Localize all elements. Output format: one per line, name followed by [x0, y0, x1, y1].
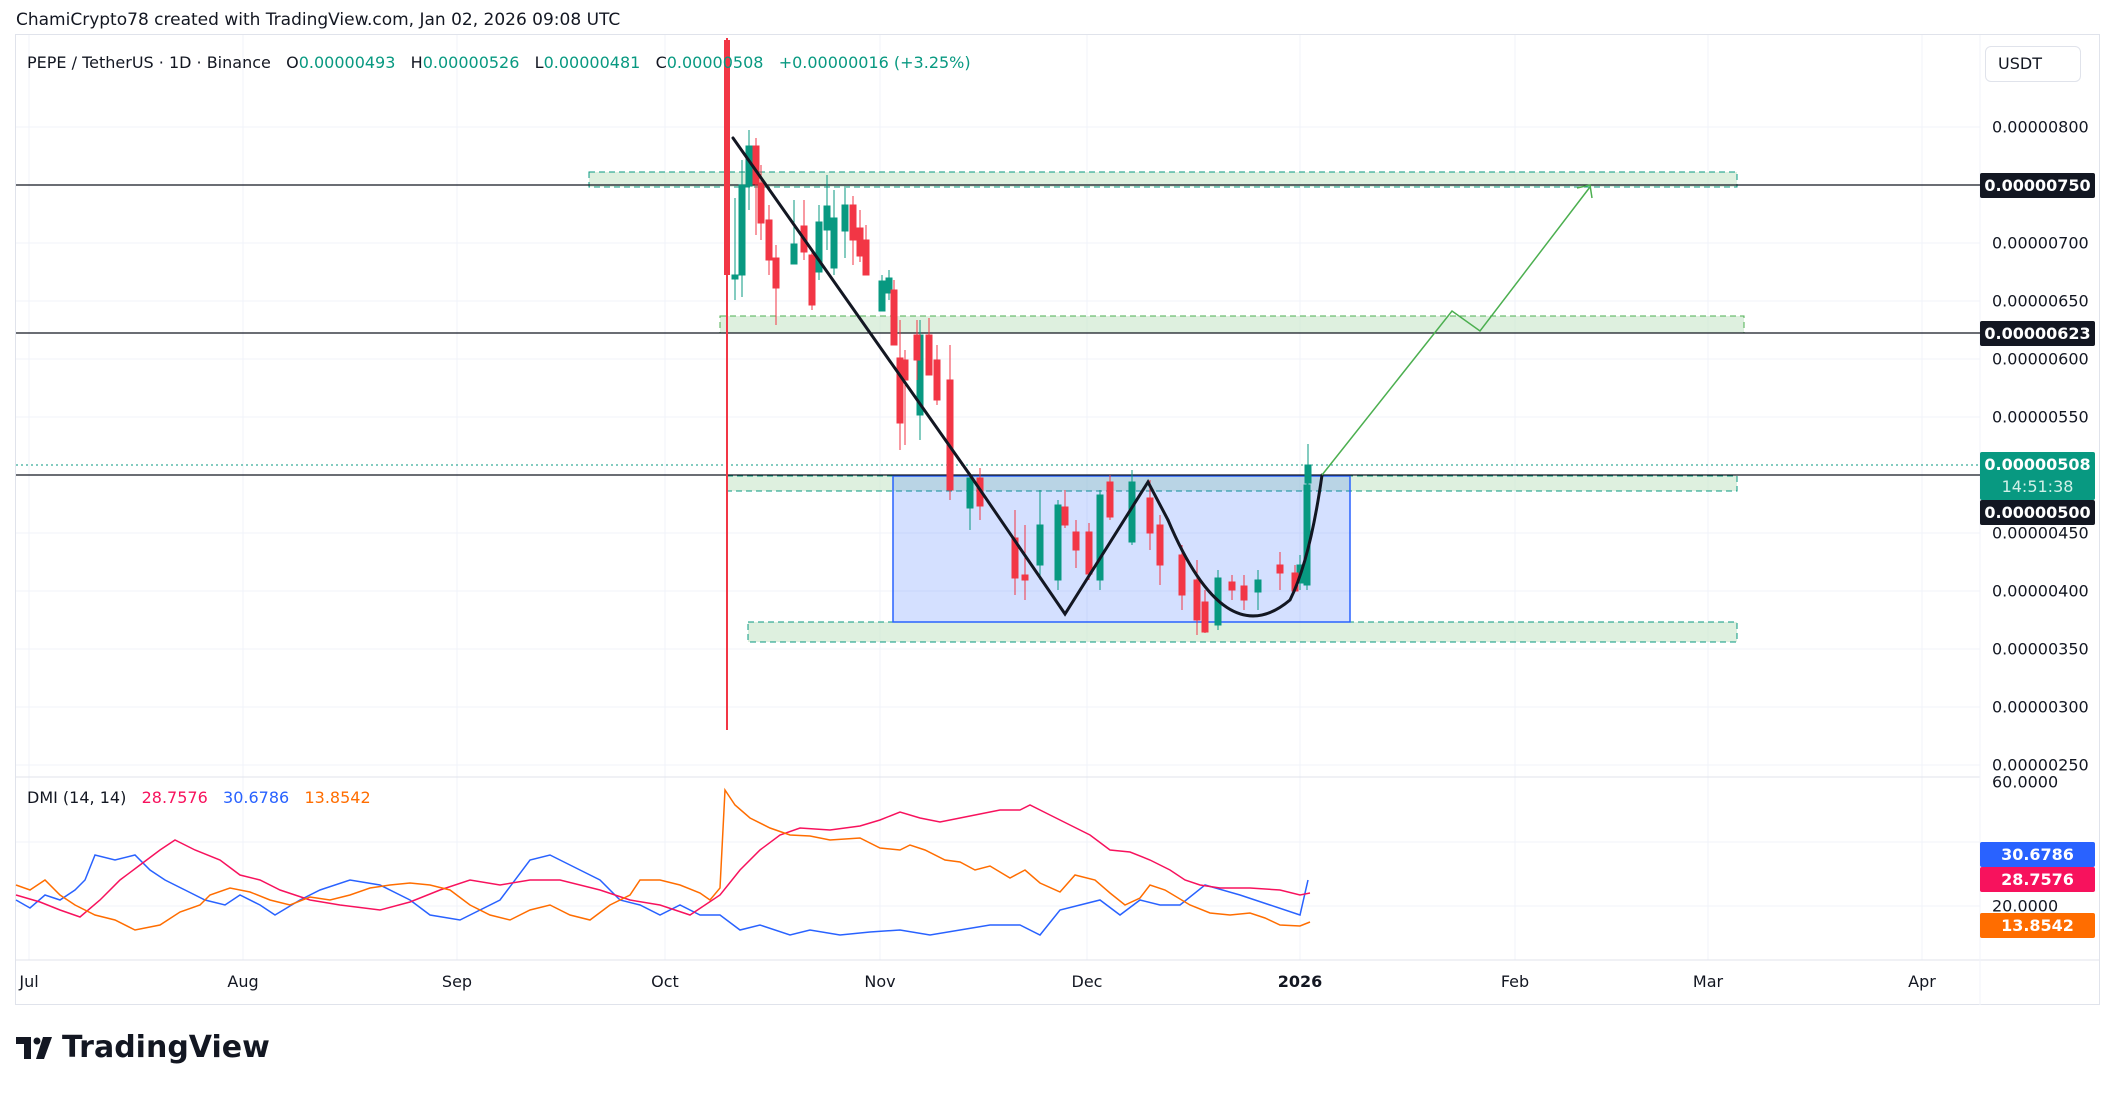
open-label: O: [286, 53, 299, 72]
adx-value: 13.8542: [304, 788, 371, 807]
time-tick: Apr: [1908, 972, 1936, 991]
zones[interactable]: [588, 171, 1745, 643]
price-tick: 0.00000300: [1992, 697, 2089, 717]
high-value: 0.00000526: [422, 53, 520, 72]
price-tick: 0.00000350: [1992, 639, 2089, 659]
time-tick: 2026: [1277, 972, 1323, 991]
price-tick: 0.00000800: [1992, 117, 2089, 137]
close-value: 0.00000508: [666, 53, 764, 72]
price-tick: 0.00000250: [1992, 755, 2089, 775]
tradingview-logo[interactable]: TradingView: [16, 1030, 270, 1065]
price-tick: 0.00000650: [1992, 291, 2089, 311]
open-value: 0.00000493: [298, 53, 396, 72]
chart-frame: [15, 34, 2100, 1005]
time-tick: Nov: [864, 972, 896, 991]
currency-unit-button[interactable]: USDT: [1985, 46, 2081, 82]
time-tick: Mar: [1692, 972, 1724, 991]
level-750-tag[interactable]: 0.00000750: [1980, 173, 2095, 198]
dmi-tick: 60.0000: [1992, 772, 2059, 792]
dmi-minus-tag: 28.7576: [1980, 867, 2095, 892]
price-tick: 0.00000450: [1992, 523, 2089, 543]
dmi-plus-value: 30.6786: [223, 788, 290, 807]
candles: [724, 38, 1312, 730]
level-500-tag[interactable]: 0.00000500: [1980, 500, 2095, 525]
symbol-legend[interactable]: PEPE / TetherUS · 1D · Binance O0.000004…: [27, 53, 971, 72]
low-label: L: [534, 53, 544, 72]
price-tick: 0.00000400: [1992, 581, 2089, 601]
time-tick: Aug: [227, 972, 259, 991]
time-tick: Sep: [441, 972, 473, 991]
price-tick: 0.00000550: [1992, 407, 2089, 427]
tradingview-logo-icon: [16, 1036, 52, 1059]
symbol-title: PEPE / TetherUS · 1D · Binance: [27, 53, 271, 72]
chart-credit: ChamiCrypto78 created with TradingView.c…: [16, 10, 621, 30]
close-label: C: [655, 53, 667, 72]
projection-arrow[interactable]: [1321, 184, 1593, 476]
logo-text: TradingView: [62, 1030, 270, 1065]
dmi-minus-value: 28.7576: [141, 788, 208, 807]
adx-tag: 13.8542: [1980, 913, 2095, 938]
dmi-plus-tag: 30.6786: [1980, 842, 2095, 867]
high-label: H: [410, 53, 423, 72]
dmi-lines: [15, 787, 1311, 936]
time-tick: Jul: [19, 972, 39, 991]
horizontal-levels[interactable]: [16, 184, 1980, 476]
time-tick: Feb: [1500, 972, 1530, 991]
price-tick: 0.00000600: [1992, 349, 2089, 369]
dmi-tick: 20.0000: [1992, 896, 2059, 916]
bar-countdown: 14:51:38: [2001, 477, 2074, 496]
dmi-title: DMI (14, 14): [27, 788, 127, 807]
pattern-lines[interactable]: [731, 136, 1324, 618]
last-price-tag[interactable]: 0.00000508 14:51:38: [1980, 452, 2095, 500]
price-tick: 0.00000700: [1992, 233, 2089, 253]
time-tick: Oct: [651, 972, 679, 991]
grid: [16, 35, 1980, 960]
time-tick: Dec: [1071, 972, 1103, 991]
last-price-value: 0.00000508: [1984, 455, 2091, 474]
change-value: +0.00000016 (+3.25%): [778, 53, 971, 72]
level-623-tag[interactable]: 0.00000623: [1980, 321, 2095, 346]
low-value: 0.00000481: [543, 53, 641, 72]
dmi-legend[interactable]: DMI (14, 14) 28.7576 30.6786 13.8542: [27, 788, 371, 807]
